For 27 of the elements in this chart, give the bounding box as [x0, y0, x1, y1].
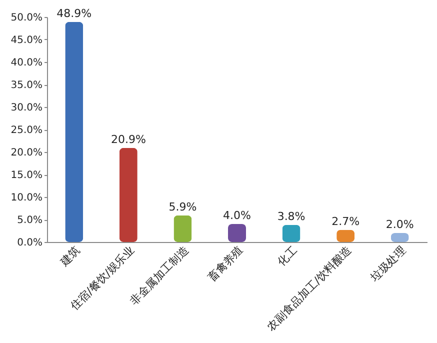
bar — [282, 224, 300, 242]
data-label: 48.9% — [56, 6, 92, 20]
y-tick-label: 35.0% — [10, 80, 42, 91]
x-tick-label: 垃圾处理 — [367, 244, 408, 285]
bar — [119, 148, 138, 242]
y-tick-label: 10.0% — [10, 192, 42, 204]
y-tick-label: 5.0% — [17, 215, 42, 226]
y-tick-label: 50.0% — [10, 12, 42, 24]
y-tick-label: 40.0% — [10, 58, 42, 68]
data-label: 2.0% — [386, 218, 414, 231]
y-tick-label: 15.0% — [10, 170, 42, 181]
x-tick-label: 畜禽养殖 — [205, 244, 246, 284]
data-label: 20.9% — [110, 132, 146, 146]
y-tick-label: 20.0% — [10, 148, 42, 158]
x-tick-label: 化工 — [275, 244, 300, 269]
y-tick-label: 0.0% — [17, 238, 42, 248]
data-label: 4.0% — [223, 209, 251, 222]
data-label: 2.7% — [332, 214, 360, 228]
data-label: 3.8% — [277, 210, 306, 223]
x-tick-label: 建筑 — [57, 244, 83, 270]
bar — [65, 22, 84, 242]
y-tick-label: 45.0% — [10, 35, 42, 46]
bar — [174, 215, 192, 242]
data-label: 5.9% — [168, 200, 197, 214]
y-tick-label: 30.0% — [10, 102, 42, 114]
bar — [228, 224, 246, 242]
y-tick-label: 25.0% — [10, 125, 42, 136]
